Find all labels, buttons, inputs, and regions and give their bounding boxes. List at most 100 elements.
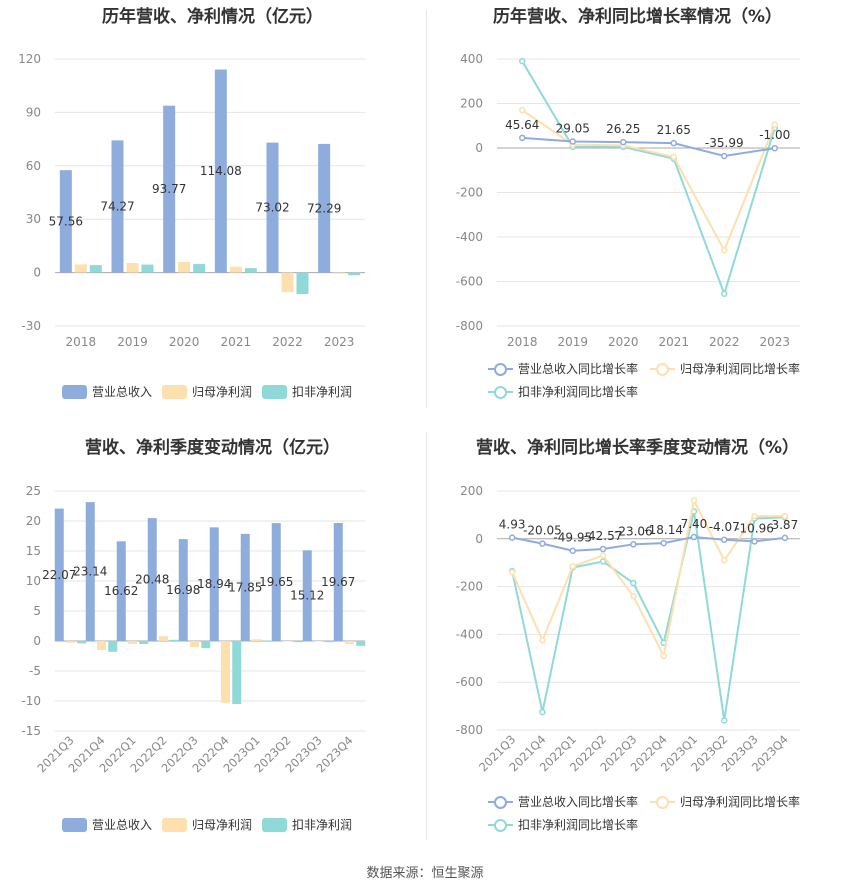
x-tick-label: 2018 <box>66 335 97 349</box>
y-tick-label: -400 <box>456 230 483 244</box>
data-point <box>721 290 728 297</box>
bar <box>108 641 118 652</box>
data-source-note: 数据来源：恒生聚源 <box>366 866 484 881</box>
legend-label: 营业总收入同比增长率 <box>518 795 639 809</box>
bar <box>163 105 176 273</box>
bar <box>54 508 64 641</box>
legend-item-parent-profit[interactable]: 归母净利润 <box>162 816 252 833</box>
x-tick-label: 2022 <box>709 335 740 349</box>
bar <box>209 527 219 641</box>
y-tick-label: 90 <box>26 105 41 119</box>
bar <box>111 140 124 273</box>
legend-swatch <box>262 384 287 399</box>
data-point <box>539 637 546 644</box>
y-tick-label: -800 <box>456 319 483 333</box>
y-tick-label: 0 <box>475 141 483 155</box>
data-label: 29.05 <box>556 122 590 136</box>
legend-item-parent-growth[interactable]: 归母净利润同比增长率 <box>650 360 800 377</box>
bar <box>89 265 102 273</box>
y-tick-label: 15 <box>26 544 41 558</box>
legend-item-parent-growth[interactable]: 归母净利润同比增长率 <box>650 793 800 810</box>
data-point <box>690 497 698 504</box>
data-point <box>539 708 546 716</box>
bar <box>356 641 366 646</box>
bar <box>345 641 354 644</box>
bar <box>97 641 106 650</box>
bar <box>170 639 180 641</box>
bar <box>294 641 304 643</box>
bar <box>318 143 331 273</box>
bar <box>147 518 157 641</box>
legend-label: 扣非净利润 <box>292 385 353 399</box>
y-tick-label: -200 <box>456 186 483 200</box>
quarterly-growth-panel: 营收、净利同比增长率季度变动情况（%） -800 -600 -400 -200 0 200… <box>425 425 850 845</box>
y-tick-label: 25 <box>26 484 41 498</box>
y-tick-label: 120 <box>18 52 41 66</box>
data-point <box>508 569 516 576</box>
legend-item-nonrec-profit[interactable]: 扣非净利润 <box>262 383 352 400</box>
data-label: 26.25 <box>606 122 640 136</box>
bar <box>333 272 346 274</box>
data-point <box>721 536 728 544</box>
legend-label: 营业总收入 <box>92 385 153 399</box>
bar <box>266 142 279 273</box>
data-label: -1.00 <box>759 128 790 142</box>
data-point <box>721 247 728 254</box>
y-tick-label: -5 <box>29 664 41 678</box>
data-point <box>599 545 607 553</box>
bar <box>281 272 294 293</box>
legend-item-nonrec-growth[interactable]: 扣非净利润同比增长率 <box>488 383 638 400</box>
legend-label: 归母净利润同比增长率 <box>680 795 801 809</box>
y-tick-label: -400 <box>456 627 483 641</box>
data-point <box>519 106 526 114</box>
data-point <box>751 512 758 520</box>
data-point <box>660 539 667 547</box>
data-point <box>539 540 546 547</box>
y-tick-label: -15 <box>21 724 41 738</box>
y-tick-label: 30 <box>26 212 41 226</box>
legend-label: 归母净利润 <box>192 818 253 832</box>
annual-growth-chart: -800 -600 -400 -200 0 200 400 2018 2019 2020 2021 2… <box>456 52 800 349</box>
bar <box>214 69 227 273</box>
data-label: 19.67 <box>321 575 355 589</box>
data-point <box>630 541 637 548</box>
legend-item-parent-profit[interactable]: 归母净利润 <box>162 383 252 400</box>
data-label: 20.48 <box>135 573 169 587</box>
x-tick-label: 2021 <box>221 335 252 349</box>
data-label: 21.65 <box>657 123 691 137</box>
bar <box>325 641 335 643</box>
bar <box>178 261 191 273</box>
y-tick-label: -600 <box>456 275 483 289</box>
legend-item-revenue[interactable]: 营业总收入 <box>62 816 152 833</box>
legend-swatch <box>488 795 513 809</box>
data-label: 15.12 <box>290 589 324 603</box>
data-label: 72.29 <box>307 201 341 215</box>
bar <box>252 639 261 641</box>
legend-label: 营业总收入 <box>92 818 153 832</box>
data-label: -49.95 <box>553 531 592 545</box>
legend-label: 营业总收入同比增长率 <box>518 362 639 376</box>
annual-amount-chart: -30 0 30 60 90 120 2018 2019 2020 2021 2022 2023 57.… <box>18 52 365 349</box>
legend-item-revenue[interactable]: 营业总收入 <box>62 383 152 400</box>
legend-item-revenue-growth[interactable]: 营业总收入同比增长率 <box>488 793 638 810</box>
data-label: 22.07 <box>42 568 76 582</box>
legend-item-nonrec-profit[interactable]: 扣非净利润 <box>262 816 352 833</box>
legend-label: 扣非净利润 <box>292 818 353 832</box>
series-line <box>511 511 785 721</box>
x-tick-label: 2022 <box>272 335 303 349</box>
bar <box>66 641 75 643</box>
data-label: 3.87 <box>771 518 798 532</box>
legend-swatch <box>62 817 87 832</box>
data-label: -4.07 <box>709 520 740 534</box>
legend-item-revenue-growth[interactable]: 营业总收入同比增长率 <box>488 360 638 377</box>
legend-item-nonrec-growth[interactable]: 扣非净利润同比增长率 <box>488 816 638 833</box>
data-label: 74.27 <box>100 199 134 213</box>
data-label: 73.02 <box>255 201 289 215</box>
legend-swatch <box>162 817 187 832</box>
data-point <box>508 534 516 541</box>
series-line <box>511 536 785 552</box>
data-label: -10.96 <box>735 521 774 535</box>
bar <box>283 641 292 642</box>
data-point <box>599 552 607 559</box>
data-point <box>690 533 698 541</box>
